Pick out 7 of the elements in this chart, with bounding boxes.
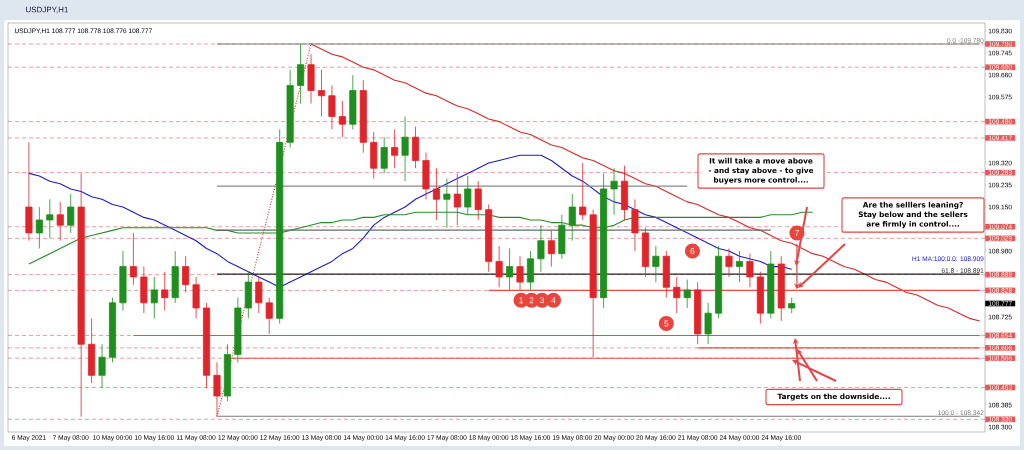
annotation: 5 [664,320,669,327]
annotation: 2 [529,297,534,304]
annotation: 4 [551,297,556,304]
annotation: 6 [690,248,695,255]
annotation: 1 [519,297,523,304]
annotation: 7 [795,230,799,236]
annotation: 3 [539,297,544,304]
